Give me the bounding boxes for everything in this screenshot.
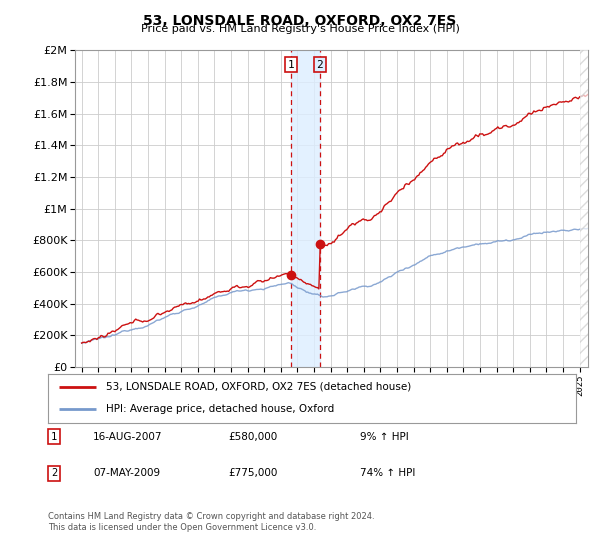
Text: Contains HM Land Registry data © Crown copyright and database right 2024.
This d: Contains HM Land Registry data © Crown c… [48, 512, 374, 532]
Text: 2: 2 [317, 59, 323, 69]
Text: 53, LONSDALE ROAD, OXFORD, OX2 7ES: 53, LONSDALE ROAD, OXFORD, OX2 7ES [143, 14, 457, 28]
Text: 9% ↑ HPI: 9% ↑ HPI [360, 432, 409, 442]
Text: 2: 2 [51, 468, 57, 478]
Bar [580, 50, 600, 367]
Text: 1: 1 [51, 432, 57, 442]
Text: Price paid vs. HM Land Registry's House Price Index (HPI): Price paid vs. HM Land Registry's House … [140, 24, 460, 34]
Text: 16-AUG-2007: 16-AUG-2007 [93, 432, 163, 442]
Text: £775,000: £775,000 [228, 468, 277, 478]
Text: 07-MAY-2009: 07-MAY-2009 [93, 468, 160, 478]
Text: HPI: Average price, detached house, Oxford: HPI: Average price, detached house, Oxfo… [106, 404, 334, 414]
Text: 1: 1 [288, 59, 295, 69]
Bar [580, 50, 588, 367]
Text: 74% ↑ HPI: 74% ↑ HPI [360, 468, 415, 478]
Bar [291, 50, 320, 367]
Text: 53, LONSDALE ROAD, OXFORD, OX2 7ES (detached house): 53, LONSDALE ROAD, OXFORD, OX2 7ES (deta… [106, 382, 412, 392]
Text: £580,000: £580,000 [228, 432, 277, 442]
